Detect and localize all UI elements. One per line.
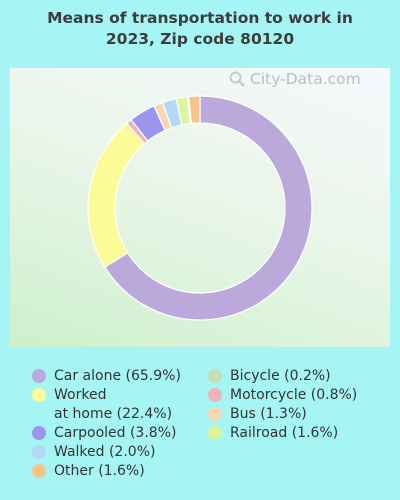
legend-swatch — [208, 369, 222, 383]
chart-title-line2: 2023, Zip code 80120 — [105, 30, 295, 48]
legend-swatch — [32, 388, 46, 402]
legend-label: Bicycle (0.2%) — [230, 368, 331, 384]
legend-item-walked: Walked (2.0%) — [32, 443, 155, 462]
legend-swatch — [208, 426, 222, 440]
legend-label: Car alone (65.9%) — [54, 368, 181, 384]
legend-label: Walked (2.0%) — [54, 444, 156, 460]
slice-car-alone — [103, 95, 313, 321]
legend-item-carpooled: Carpooled (3.8%) — [32, 424, 176, 443]
legend-item-bicycle: Bicycle (0.2%) — [208, 367, 331, 386]
donut-slices — [87, 95, 313, 321]
legend-item-motorcycle: Motorcycle (0.8%) — [208, 386, 357, 405]
watermark-text: City-Data.com — [250, 70, 361, 88]
legend-item-bus: Bus (1.3%) — [208, 405, 307, 424]
chart-title: Means of transportation to work in 2023,… — [0, 8, 400, 50]
legend-swatch — [208, 388, 222, 402]
legend-label: Railroad (1.6%) — [230, 425, 339, 441]
magnifier-icon — [229, 71, 245, 87]
legend-item-worked-at-home: Worked at home (22.4%) — [32, 386, 172, 424]
legend-swatch — [32, 445, 46, 459]
legend-swatch — [208, 407, 222, 421]
legend-label: Bus (1.3%) — [230, 406, 307, 422]
donut-chart — [87, 95, 313, 321]
legend-swatch — [32, 369, 46, 383]
legend-swatch — [32, 426, 46, 440]
legend-label: Motorcycle (0.8%) — [230, 387, 358, 403]
legend-item-other: Other (1.6%) — [32, 462, 145, 481]
legend-label: Worked at home (22.4%) — [54, 387, 173, 422]
watermark: City-Data.com — [228, 70, 361, 88]
legend-label: Other (1.6%) — [54, 463, 145, 479]
legend-label: Carpooled (3.8%) — [54, 425, 177, 441]
legend-item-car-alone: Car alone (65.9%) — [32, 367, 181, 386]
legend-item-railroad: Railroad (1.6%) — [208, 424, 338, 443]
slice-worked-at-home — [87, 122, 146, 268]
legend-swatch — [32, 464, 46, 478]
slice-other — [188, 95, 201, 125]
legend: Car alone (65.9%) Worked at home (22.4%) C… — [0, 365, 400, 500]
chart-title-line1: Means of transportation to work in — [47, 9, 353, 27]
